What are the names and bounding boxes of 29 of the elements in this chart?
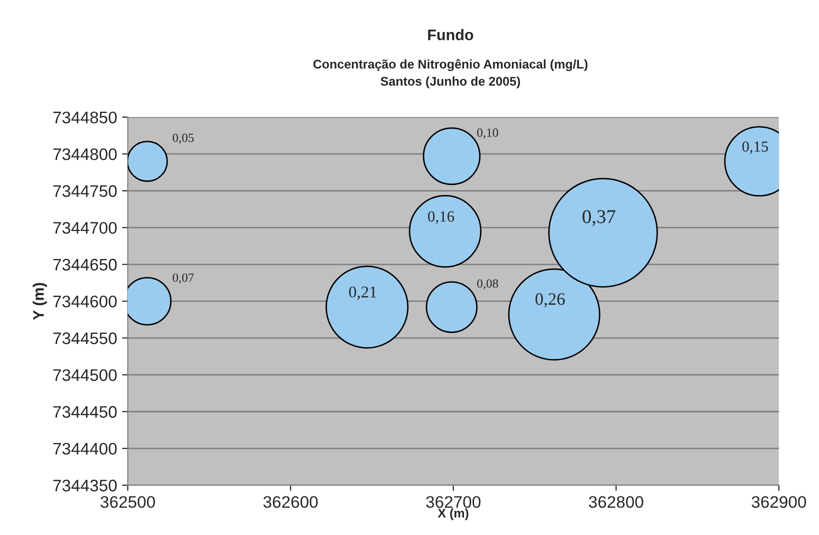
y-tick-label: 7344350 (53, 480, 117, 492)
data-label: 0,37 (582, 210, 616, 226)
data-label: 0,26 (536, 293, 565, 308)
data-label: 0,16 (428, 211, 454, 224)
data-label: 0,05 (172, 134, 194, 144)
data-label: 0,07 (172, 273, 194, 284)
y-tick-label: 7344450 (53, 406, 117, 418)
x-tick-label: 362700 (426, 496, 480, 508)
y-axis-title: Y (m) (32, 283, 47, 320)
y-tick-label: 7344500 (53, 369, 117, 382)
y-tick-label: 7344600 (53, 296, 117, 308)
y-tick-label: 7344400 (53, 442, 117, 455)
y-tick-label: 7344850 (53, 112, 117, 124)
chart-subtitle: Concentração de Nitrogênio Amoniacal (mg/L) Santos (Junho de 2005) (313, 59, 588, 88)
x-tick-label: 362900 (752, 496, 806, 508)
x-axis-title: X (m) (438, 508, 468, 520)
y-tick-label: 7344750 (53, 185, 117, 197)
data-label: 0,21 (349, 286, 376, 300)
data-label: 0,15 (742, 141, 768, 154)
y-tick-label: 7344550 (53, 332, 117, 344)
y-tick-label: 7344650 (53, 258, 117, 271)
x-tick-label: 362800 (588, 496, 644, 508)
chart-title: Fundo (428, 29, 474, 40)
y-tick-label: 7344700 (53, 222, 117, 234)
x-tick-label: 362500 (100, 496, 155, 508)
data-label: 0,08 (477, 279, 498, 290)
x-tick-label: 362600 (263, 496, 318, 508)
data-label: 0,10 (477, 128, 498, 139)
y-tick-label: 7344800 (53, 148, 117, 160)
